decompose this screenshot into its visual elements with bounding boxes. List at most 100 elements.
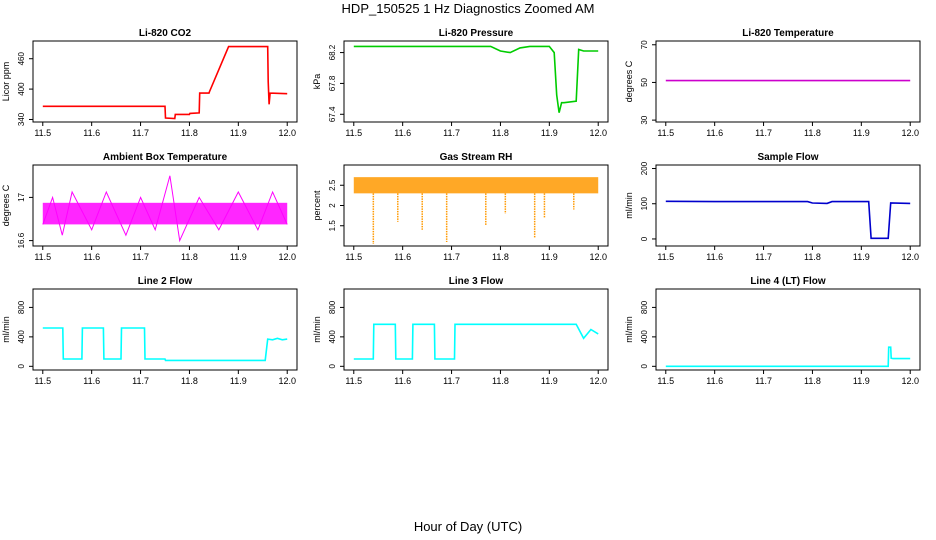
plot-frame: [655, 40, 921, 123]
y-tick-label: 800: [640, 300, 649, 314]
x-tick-label: 11.5: [657, 376, 674, 386]
chart-panel: Ambient Box Temperature degrees C 11.5 11.6…: [1, 152, 298, 262]
x-tick-label: 11.8: [804, 376, 821, 386]
x-tick-label: 11.6: [394, 128, 411, 138]
chart-panel: Gas Stream RH percent 11.5 11.6 11.7 11.8 11.9…: [312, 152, 609, 262]
y-tick-label: 67.4: [328, 106, 337, 122]
series-line: [665, 346, 911, 368]
y-tick-label: 0: [17, 364, 26, 369]
chart-panel: Line 3 Flow ml/min 11.5 11.6 11.7 11.8 11.9 12.…: [312, 276, 609, 386]
chart-title: Li-820 Temperature: [742, 28, 834, 39]
series-line: [353, 45, 599, 113]
x-tick-label: 12.0: [278, 252, 296, 262]
y-tick-label: 50: [640, 77, 649, 86]
y-tick-label: 70: [640, 40, 649, 49]
y-tick-label: 1.5: [328, 220, 337, 232]
y-tick-label: 400: [640, 330, 649, 344]
x-tick-label: 11.7: [132, 128, 149, 138]
y-axis-label: ml/min: [624, 192, 634, 219]
x-tick-label: 11.9: [541, 252, 558, 262]
series-line: [42, 175, 288, 243]
y-axis-label: ml/min: [1, 316, 11, 343]
x-tick-label: 11.8: [181, 376, 198, 386]
chart-title: Li-820 CO2: [139, 28, 192, 39]
x-tick-label: 11.9: [541, 376, 558, 386]
chart-panel: Line 4 (LT) Flow ml/min 11.5 11.6 11.7 11.8 11…: [624, 276, 921, 386]
x-tick-label: 11.9: [230, 128, 247, 138]
y-tick-label: 0: [328, 364, 337, 369]
x-tick-label: 11.9: [230, 376, 247, 386]
y-tick-label: 340: [17, 112, 26, 126]
x-tick-label: 11.5: [34, 128, 51, 138]
y-tick-label: 100: [640, 197, 649, 211]
chart-title: Line 3 Flow: [449, 276, 504, 287]
x-tick-label: 12.0: [901, 128, 919, 138]
plot-frame: [32, 288, 298, 371]
x-tick-label: 11.9: [853, 252, 870, 262]
y-tick-label: 400: [17, 330, 26, 344]
x-tick-label: 11.5: [34, 376, 51, 386]
x-tick-label: 12.0: [901, 252, 919, 262]
chart-panel: Li-820 Temperature degrees C 11.5 11.6 11.7 1…: [624, 28, 921, 138]
series-line: [353, 323, 599, 360]
y-axis-label: ml/min: [624, 316, 634, 343]
plot-frame: [655, 164, 921, 247]
chart-title: Sample Flow: [757, 152, 818, 163]
y-tick-label: 16.6: [17, 232, 26, 248]
x-tick-label: 12.0: [589, 128, 607, 138]
chart-title: Gas Stream RH: [440, 152, 513, 163]
x-tick-label: 12.0: [278, 376, 296, 386]
x-tick-label: 11.7: [132, 252, 149, 262]
x-tick-label: 11.6: [706, 376, 723, 386]
figure-xlabel: Hour of Day (UTC): [414, 519, 522, 534]
chart-panel: Li-820 CO2 Licor ppm 11.5 11.6 11.7 11.8 11.9 1…: [1, 28, 298, 138]
y-axis-label: degrees C: [624, 60, 634, 102]
x-tick-label: 11.6: [706, 128, 723, 138]
figure-title: HDP_150525 1 Hz Diagnostics Zoomed AM: [342, 1, 595, 16]
x-tick-label: 11.6: [83, 376, 100, 386]
y-tick-label: 0: [640, 236, 649, 241]
y-tick-label: 200: [640, 161, 649, 175]
x-tick-label: 12.0: [589, 252, 607, 262]
x-tick-label: 11.8: [804, 252, 821, 262]
y-tick-label: 800: [17, 300, 26, 314]
panel-grid: Li-820 CO2 Licor ppm 11.5 11.6 11.7 11.8 11.9 1…: [1, 28, 921, 386]
x-tick-label: 11.8: [181, 252, 198, 262]
x-tick-label: 11.8: [492, 128, 509, 138]
x-tick-label: 11.7: [755, 128, 772, 138]
chart-panel: Li-820 Pressure kPa 11.5 11.6 11.7 11.8 11.9 12…: [312, 28, 609, 138]
chart-title: Line 4 (LT) Flow: [750, 276, 826, 287]
chart-title: Ambient Box Temperature: [103, 152, 228, 163]
x-tick-label: 11.6: [83, 252, 100, 262]
chart-panel: Line 2 Flow ml/min 11.5 11.6 11.7 11.8 11.9 12.…: [1, 276, 298, 386]
series-line: [42, 327, 288, 362]
chart-title: Line 2 Flow: [138, 276, 193, 287]
x-tick-label: 11.9: [853, 376, 870, 386]
x-tick-label: 12.0: [589, 376, 607, 386]
y-tick-label: 800: [328, 300, 337, 314]
y-axis-label: degrees C: [1, 184, 11, 226]
x-tick-label: 11.7: [443, 376, 460, 386]
plot-frame: [343, 40, 609, 123]
x-tick-label: 12.0: [901, 376, 919, 386]
y-tick-label: 400: [17, 82, 26, 96]
y-axis-label: percent: [312, 190, 322, 221]
x-tick-label: 11.9: [853, 128, 870, 138]
x-tick-label: 11.5: [345, 376, 362, 386]
x-tick-label: 11.5: [345, 252, 362, 262]
x-tick-label: 12.0: [278, 128, 296, 138]
y-axis-label: kPa: [312, 74, 322, 90]
chart-title: Li-820 Pressure: [439, 28, 514, 39]
x-tick-label: 11.5: [657, 128, 674, 138]
y-tick-label: 400: [328, 330, 337, 344]
x-tick-label: 11.8: [181, 128, 198, 138]
x-tick-label: 11.7: [132, 376, 149, 386]
y-tick-label: 17: [17, 192, 26, 201]
x-tick-label: 11.7: [755, 252, 772, 262]
y-axis-label: Licor ppm: [1, 62, 11, 102]
x-tick-label: 11.6: [706, 252, 723, 262]
signal-band: [42, 202, 288, 225]
y-tick-label: 68.2: [328, 44, 337, 60]
plot-frame: [32, 164, 298, 247]
y-tick-label: 460: [17, 52, 26, 66]
